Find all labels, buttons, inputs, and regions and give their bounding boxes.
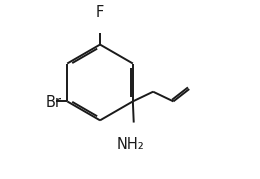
Text: F: F [96, 5, 104, 20]
Text: NH₂: NH₂ [116, 137, 144, 152]
Text: Br: Br [45, 95, 61, 110]
